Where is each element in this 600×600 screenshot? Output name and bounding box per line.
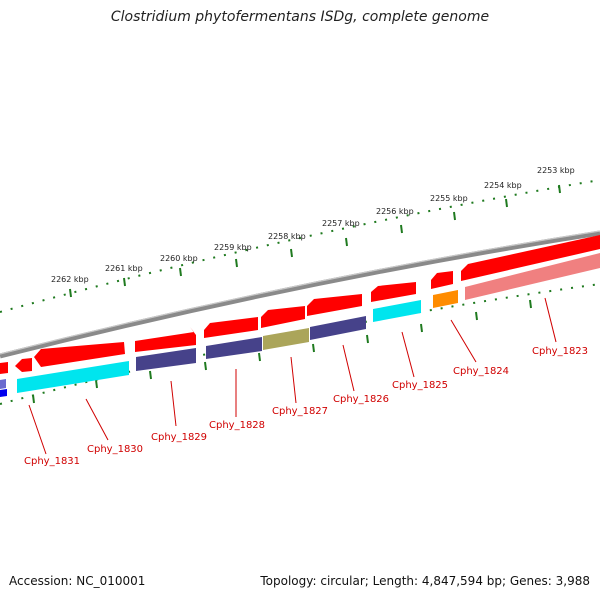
gene-label: Cphy_1829 — [151, 432, 207, 443]
gene-leader-line — [342, 344, 355, 392]
gene-block-blue — [0, 379, 6, 389]
gene-leader-line — [544, 297, 557, 343]
gene-leader-line — [401, 331, 415, 378]
gene-label: Cphy_1830 — [87, 444, 143, 455]
major-tick — [475, 311, 478, 321]
gene-block-blue — [0, 389, 7, 397]
gene-arrow-red — [371, 282, 416, 302]
scale-tick-label: 2257 kbp — [322, 219, 360, 228]
major-tick — [400, 224, 403, 234]
outer-tick-ring — [0, 179, 600, 313]
major-tick — [529, 299, 532, 309]
gene-label: Cphy_1823 — [532, 346, 588, 357]
gene-leader-line — [170, 380, 177, 427]
major-tick — [558, 184, 561, 194]
gene-arrow-red — [431, 271, 453, 289]
tick-labels: 2262 kbp 2261 kbp 2260 kbp 2259 kbp 2258 kbp… — [51, 166, 575, 284]
gene-block-navy — [136, 348, 196, 371]
major-tick — [95, 379, 98, 389]
major-tick — [149, 370, 152, 380]
gene-label: Cphy_1826 — [333, 394, 389, 405]
gene-leader-lines — [28, 297, 557, 455]
inner-tick-ring — [0, 283, 600, 405]
scale-tick-label: 2258 kbp — [268, 232, 306, 241]
major-tick — [258, 352, 261, 362]
major-tick — [420, 323, 423, 333]
major-tick — [366, 334, 369, 344]
major-tick — [345, 237, 348, 247]
gene-label: Cphy_1831 — [24, 456, 80, 467]
gene-arrow-red — [135, 327, 196, 352]
gene-label: Cphy_1824 — [453, 366, 509, 377]
scale-tick-label: 2253 kbp — [537, 166, 575, 175]
genome-backbone — [0, 230, 600, 359]
gene-arrow-red — [307, 294, 362, 316]
gene-leader-line — [290, 356, 297, 404]
major-tick — [32, 394, 35, 404]
gene-arrow-red — [0, 362, 8, 374]
scale-tick-label: 2255 kbp — [430, 194, 468, 203]
topology-text: Topology: circular; Length: 4,847,594 bp… — [260, 574, 590, 588]
scale-tick-label: 2254 kbp — [484, 181, 522, 190]
scale-tick-label: 2259 kbp — [214, 243, 252, 252]
scale-tick-label: 2261 kbp — [105, 264, 143, 273]
gene-block-navy — [206, 337, 262, 359]
major-ticks — [32, 184, 561, 404]
gene-label: Cphy_1827 — [272, 406, 328, 417]
gene-arrow-red — [34, 342, 125, 367]
scale-tick-label: 2262 kbp — [51, 275, 89, 284]
gene-leader-line — [450, 319, 477, 363]
gene-arrow-red — [261, 306, 305, 328]
major-tick — [505, 198, 508, 208]
gene-arrow-red — [15, 358, 32, 372]
gene-block-cyan — [17, 361, 129, 393]
gene-arrow-red — [204, 317, 258, 338]
gene-leader-line — [85, 398, 109, 441]
gene-block-navy — [310, 316, 366, 340]
gene-block-cyan — [373, 300, 421, 322]
accession-text: Accession: NC_010001 — [9, 574, 146, 588]
major-tick — [179, 267, 182, 277]
gene-leader-line — [28, 404, 47, 455]
major-tick — [453, 211, 456, 221]
gene-block-olive — [263, 328, 309, 350]
forward-strand-genes — [0, 235, 600, 374]
gene-arrow-red — [461, 235, 600, 281]
gene-label: Cphy_1825 — [392, 380, 448, 391]
major-tick — [290, 248, 293, 258]
major-tick — [69, 288, 72, 298]
gene-label: Cphy_1828 — [209, 420, 265, 431]
genome-backbone-highlight — [0, 230, 600, 355]
scale-tick-label: 2260 kbp — [160, 254, 198, 263]
major-tick — [204, 361, 207, 371]
major-tick — [123, 277, 126, 287]
scale-tick-label: 2256 kbp — [376, 207, 414, 216]
gene-block-orange — [433, 290, 458, 308]
major-tick — [312, 343, 315, 353]
major-tick — [235, 258, 238, 268]
gene-block-pink — [465, 253, 600, 300]
reverse-strand-genes — [0, 253, 600, 397]
map-title: Clostridium phytofermentans ISDg, comple… — [110, 9, 490, 25]
